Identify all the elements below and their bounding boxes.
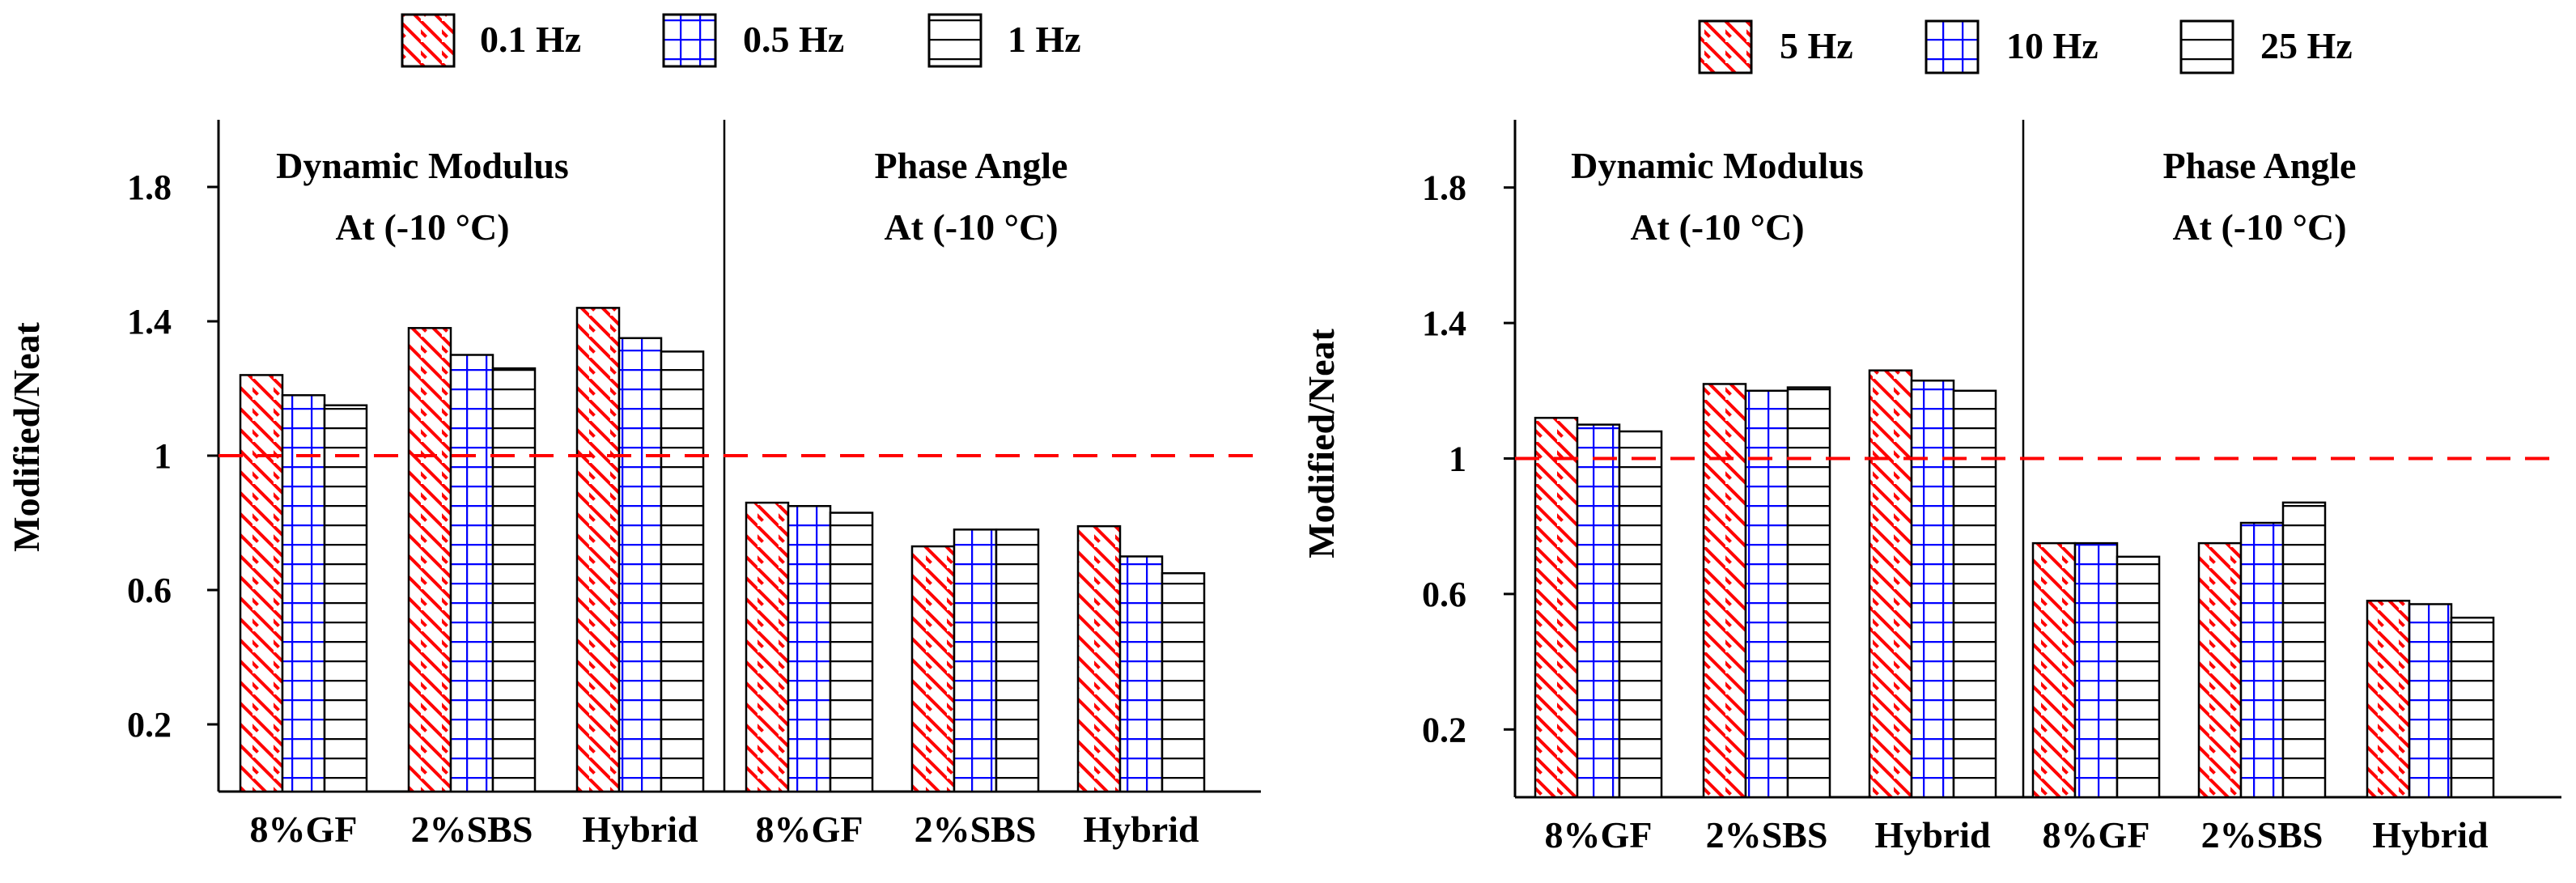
chart-left: 0.1 Hz 0.5 Hz 1 Hz 0.2 0.6 1 1.4 1.8 Modified/Ne… bbox=[6, 13, 1261, 850]
legend-label: 10 Hz bbox=[2006, 25, 2099, 66]
x-category-label: 8%GF bbox=[250, 809, 358, 850]
legend-swatch bbox=[2179, 19, 2234, 74]
bar bbox=[1868, 369, 1913, 799]
bar bbox=[1786, 386, 1831, 799]
y-axis-label: Modified/Neat bbox=[6, 322, 47, 552]
bar bbox=[2197, 541, 2243, 799]
bar bbox=[953, 529, 998, 793]
legend-swatch bbox=[1698, 19, 1753, 74]
panel-subtitle: At (-10 °C) bbox=[1630, 206, 1804, 248]
chart-right: 5 Hz 10 Hz 25 Hz 0.2 0.6 1 1.4 1.8 Modified/Neat… bbox=[1301, 19, 2561, 855]
x-category-label: 8%GF bbox=[756, 809, 864, 850]
y-tick-label: 1.4 bbox=[1422, 304, 1466, 343]
y-axis-label: Modified/Neat bbox=[1301, 329, 1342, 558]
bar bbox=[2408, 603, 2453, 799]
panel-title: Phase Angle bbox=[875, 145, 1068, 186]
x-category-label: 2%SBS bbox=[411, 809, 533, 850]
x-category-label: Hybrid bbox=[582, 809, 698, 850]
bar bbox=[2239, 521, 2285, 799]
x-category-label: 8%GF bbox=[1545, 814, 1653, 855]
bar bbox=[2366, 600, 2411, 799]
bar bbox=[2031, 541, 2077, 799]
x-category-label: 8%GF bbox=[2043, 814, 2150, 855]
panel-title: Dynamic Modulus bbox=[1571, 145, 1864, 186]
bar bbox=[2116, 555, 2161, 799]
legend-swatch bbox=[401, 13, 456, 68]
bar bbox=[1618, 430, 1663, 799]
panel-subtitle: At (-10 °C) bbox=[2172, 206, 2346, 248]
bar bbox=[323, 404, 368, 793]
y-tick-label: 0.2 bbox=[127, 705, 172, 745]
bar bbox=[995, 529, 1040, 793]
bar bbox=[1952, 389, 1997, 799]
panel-title: Dynamic Modulus bbox=[276, 145, 569, 186]
bar bbox=[2281, 501, 2327, 799]
y-tick-label: 1.8 bbox=[127, 168, 172, 207]
legend-label: 5 Hz bbox=[1780, 25, 1853, 66]
y-tick-label: 0.6 bbox=[127, 571, 172, 610]
panel-title: Phase Angle bbox=[2163, 145, 2357, 186]
y-tick-label: 0.6 bbox=[1422, 575, 1466, 614]
x-category-label: 2%SBS bbox=[2201, 814, 2323, 855]
bar bbox=[1910, 379, 1955, 799]
bar bbox=[575, 307, 621, 793]
bar bbox=[239, 374, 284, 793]
bar bbox=[1118, 555, 1164, 793]
x-category-label: 2%SBS bbox=[1706, 814, 1828, 855]
legend-label: 1 Hz bbox=[1008, 19, 1081, 60]
bar bbox=[829, 512, 874, 793]
legend-swatch bbox=[1925, 19, 1980, 74]
bar bbox=[1076, 524, 1122, 793]
bar bbox=[449, 354, 494, 793]
bar bbox=[281, 394, 326, 793]
x-category-label: Hybrid bbox=[1874, 814, 1991, 855]
bar bbox=[1576, 423, 1621, 799]
legend-label: 0.1 Hz bbox=[480, 19, 581, 60]
bar bbox=[491, 367, 537, 793]
x-category-label: 2%SBS bbox=[915, 809, 1037, 850]
panel-subtitle: At (-10 °C) bbox=[335, 206, 509, 248]
legend-swatch bbox=[662, 13, 717, 68]
x-category-label: Hybrid bbox=[1083, 809, 1199, 850]
legend-label: 25 Hz bbox=[2260, 25, 2353, 66]
bar bbox=[745, 501, 790, 793]
bar bbox=[1534, 417, 1579, 799]
bar bbox=[2450, 616, 2495, 799]
bar bbox=[910, 545, 956, 793]
legend-label: 0.5 Hz bbox=[743, 19, 844, 60]
legend-swatch bbox=[927, 13, 982, 68]
y-tick-label: 1 bbox=[1449, 439, 1466, 479]
bar bbox=[1744, 389, 1789, 799]
bar bbox=[1702, 383, 1747, 799]
bar bbox=[787, 505, 832, 793]
y-tick-label: 0.2 bbox=[1422, 710, 1466, 749]
y-tick-label: 1.8 bbox=[1422, 168, 1466, 208]
bar bbox=[2073, 541, 2119, 799]
x-category-label: Hybrid bbox=[2372, 814, 2489, 855]
bar bbox=[407, 327, 452, 793]
bar bbox=[1161, 572, 1206, 793]
panel-subtitle: At (-10 °C) bbox=[884, 206, 1058, 248]
y-tick-label: 1 bbox=[154, 436, 172, 476]
y-tick-label: 1.4 bbox=[127, 302, 172, 342]
bar bbox=[617, 337, 663, 793]
bar bbox=[660, 350, 705, 793]
